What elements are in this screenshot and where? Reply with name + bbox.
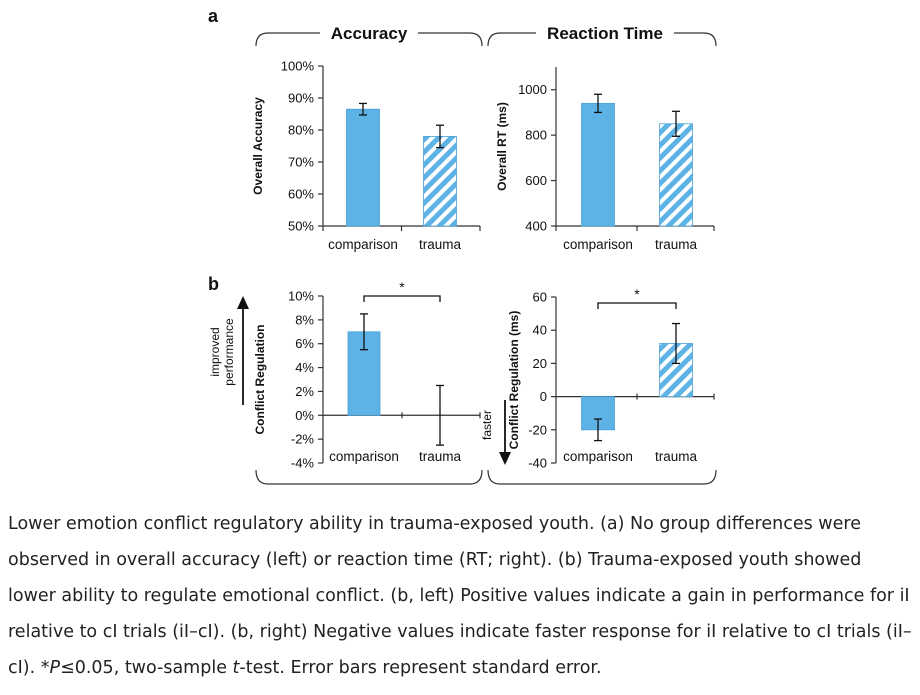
y-tick-label: 70% [288, 155, 314, 170]
category-label: comparison [563, 449, 633, 464]
y-tick-label: 50% [288, 219, 314, 234]
category-label: comparison [329, 449, 399, 464]
y-tick-label: 8% [295, 312, 314, 327]
y-tick-label: 400 [525, 219, 547, 234]
conflict-rt-bottom-bracket [487, 469, 717, 485]
y-tick-label: 100% [281, 59, 315, 74]
y-tick-label: 1000 [518, 82, 547, 97]
conflict-chart: -4% -2% 0% 2% 4% 6% 8% 10% Conflict Regulation co… [253, 279, 481, 471]
y-tick-label: -40 [528, 456, 547, 471]
caption-text-3: -test. Error bars represent standard err… [239, 658, 602, 678]
y-axis-label: Conflict Regulation [253, 325, 267, 435]
accuracy-header: Accuracy [331, 24, 408, 43]
y-tick-label: 60 [533, 290, 547, 305]
caption-t-symbol: t [232, 658, 240, 678]
improved-arrow-icon [237, 296, 249, 309]
category-label: trauma [655, 449, 698, 464]
y-tick-label: 600 [525, 173, 547, 188]
accuracy-bracket [255, 32, 483, 47]
caption-text-1: Lower emotion conflict regulatory abilit… [8, 514, 912, 678]
y-axis-label: Overall Accuracy [251, 97, 265, 195]
caption-text-2: ≤0.05, two-sample [60, 658, 233, 678]
rt-bracket [487, 32, 717, 47]
performance-label: performance [222, 318, 236, 386]
figure-caption: Lower emotion conflict regulatory abilit… [8, 506, 913, 686]
y-tick-label: 6% [295, 336, 314, 351]
rt-header: Reaction Time [547, 24, 663, 43]
significance-star: * [634, 286, 640, 302]
significance-bracket [597, 302, 677, 309]
y-tick-label: 10% [288, 289, 314, 304]
accuracy-chart: 50% 60% 70% 80% 90% 100% Overall Accuracy compa… [251, 59, 481, 252]
caption-p-symbol: P [49, 658, 61, 678]
y-tick-label: 800 [525, 128, 547, 143]
faster-arrow-icon [499, 452, 511, 465]
y-tick-label: -2% [291, 432, 315, 447]
y-tick-label: 4% [295, 360, 314, 375]
conflict-rt-chart: -40 -20 0 20 40 60 Conflict Regulation (ms) com… [507, 286, 715, 471]
y-tick-label: 2% [295, 384, 314, 399]
category-label: comparison [328, 237, 398, 252]
figure: a b Accuracy Reaction Time improved perf… [208, 6, 717, 485]
y-axis-label: Conflict Regulation (ms) [507, 311, 521, 450]
y-tick-label: -4% [291, 456, 315, 471]
bar-trauma [659, 123, 693, 227]
category-label: trauma [419, 449, 462, 464]
panel-a-label: a [208, 6, 219, 26]
category-label: trauma [419, 237, 462, 252]
y-tick-label: 60% [288, 187, 314, 202]
significance-star: * [399, 279, 405, 295]
bar-comparison [581, 102, 615, 227]
y-tick-label: -20 [528, 422, 547, 437]
rt-chart: 400 600 800 1000 Overall RT (ms) comparison tr… [495, 67, 715, 252]
conflict-bottom-bracket [255, 469, 483, 485]
category-label: trauma [655, 237, 698, 252]
significance-bracket [363, 295, 441, 302]
y-axis-label: Overall RT (ms) [495, 102, 509, 191]
faster-label: faster [480, 410, 494, 440]
y-tick-label: 40 [533, 323, 547, 338]
y-tick-label: 80% [288, 123, 314, 138]
y-tick-label: 20 [533, 356, 547, 371]
category-label: comparison [563, 237, 633, 252]
y-tick-label: 90% [288, 91, 314, 106]
panel-b-label: b [208, 274, 219, 294]
bar-comparison [346, 108, 380, 227]
y-tick-label: 0 [540, 389, 547, 404]
y-tick-label: 0% [295, 408, 314, 423]
improved-label: improved [208, 327, 222, 376]
bar-trauma [423, 135, 457, 227]
